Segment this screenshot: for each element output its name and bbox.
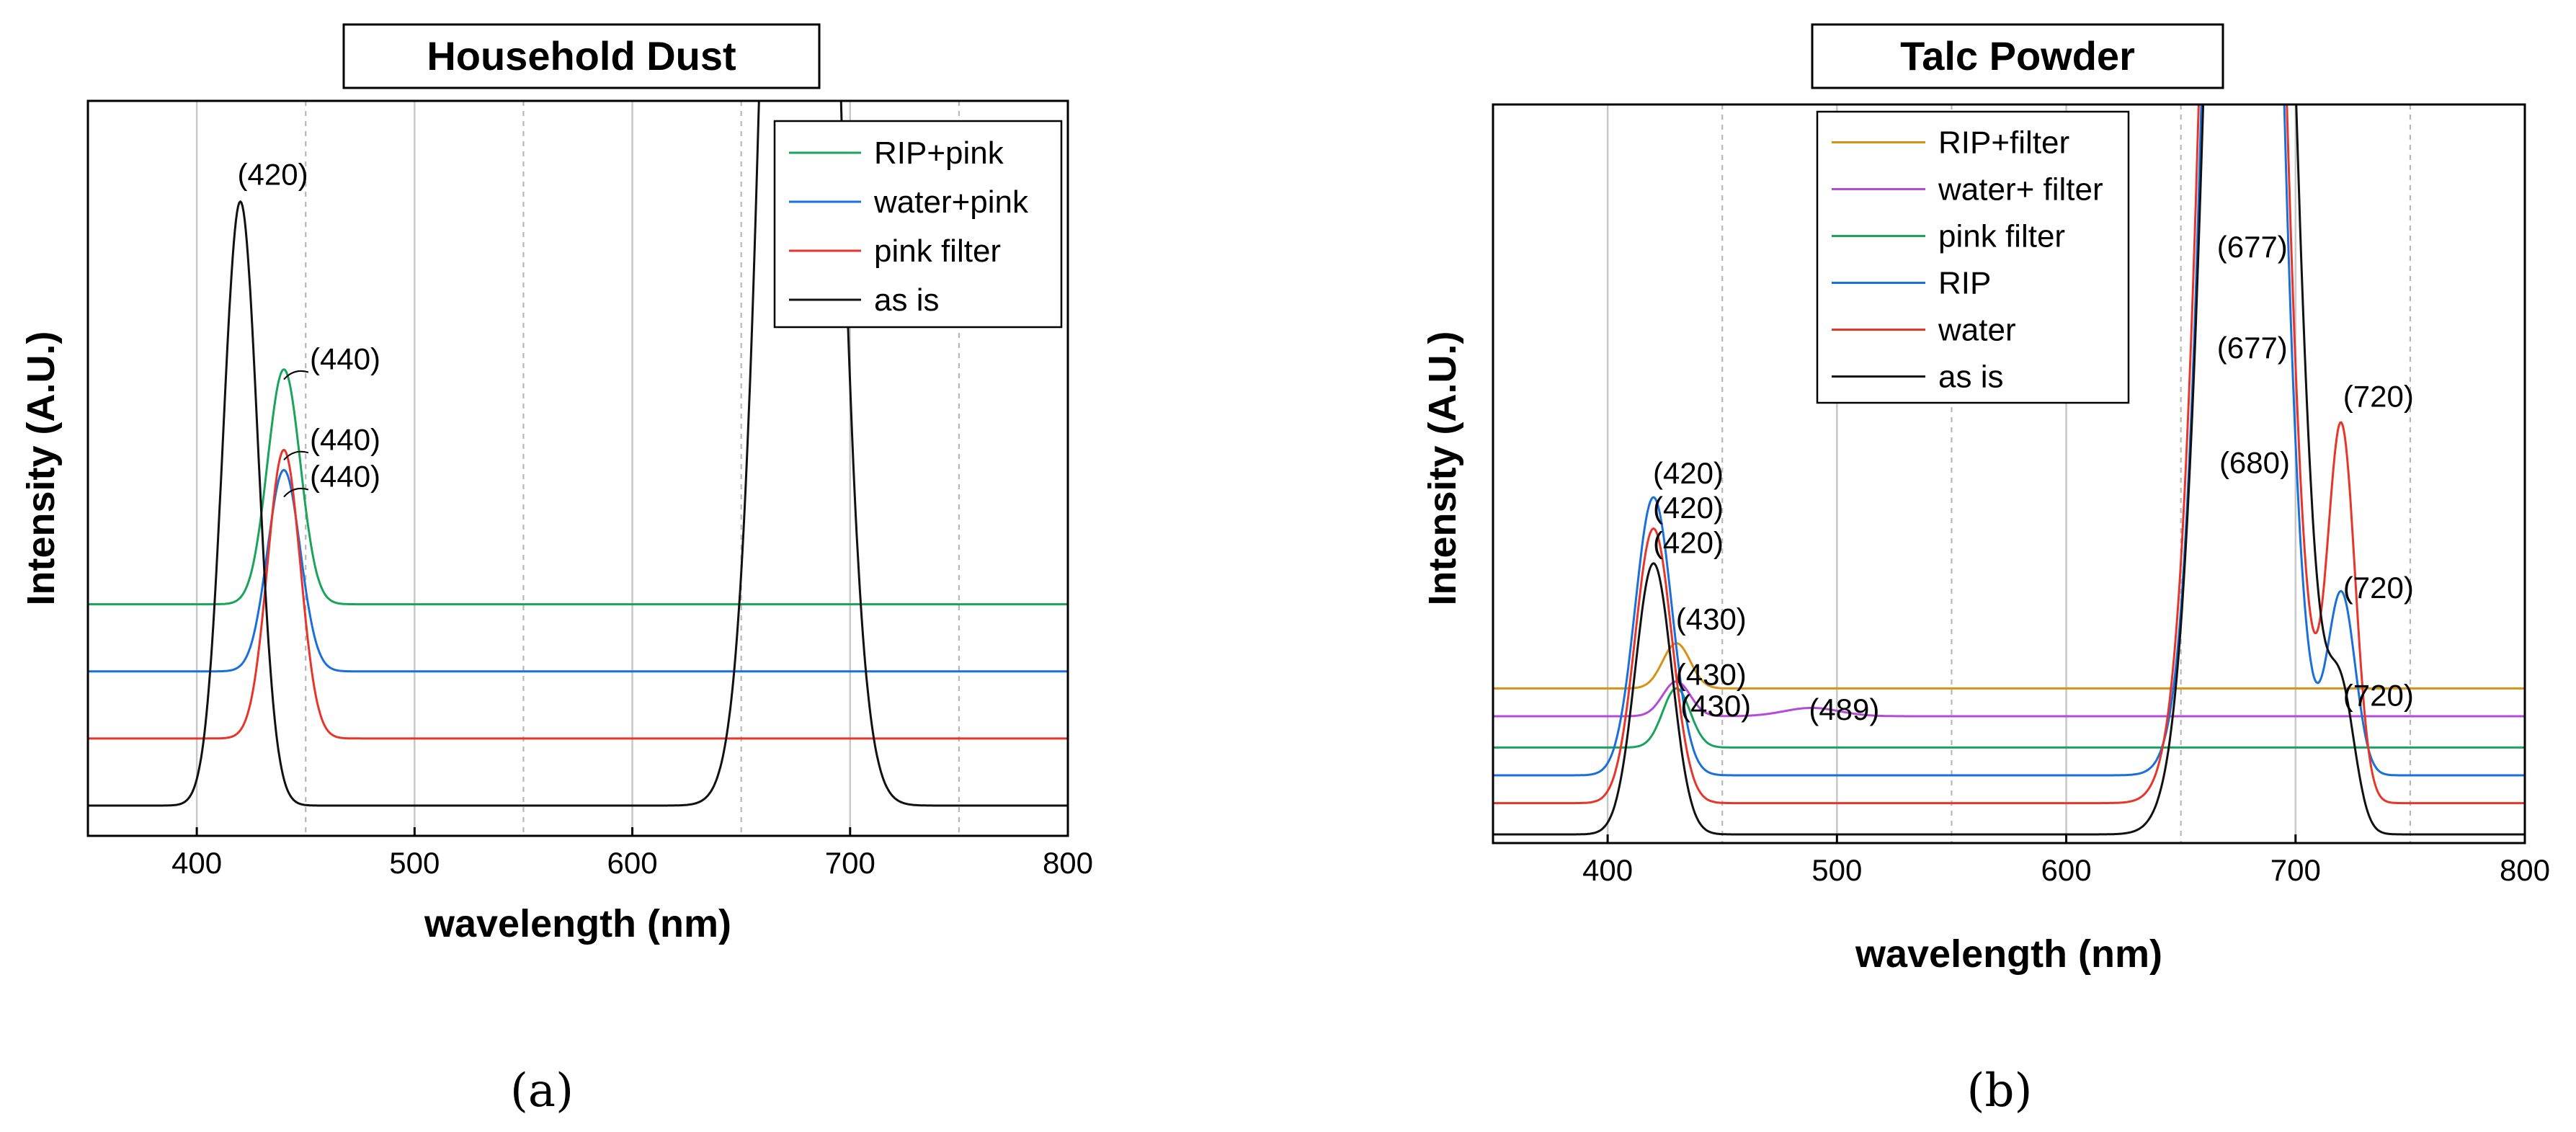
chart-b-annotation-8: (677)	[2217, 331, 2288, 365]
chart-a-tick-label-800: 800	[1043, 846, 1093, 880]
chart-a-series-rip-pink	[88, 368, 1068, 606]
chart-b-annotation-5: (430)	[1680, 689, 1751, 723]
panel-b-talc-powder: Talc Powder 400 500 600 700 800 (420)(420)(4…	[1421, 23, 2550, 1118]
chart-b-annotation-12: (720)	[2343, 679, 2414, 713]
chart-b-legend-label-as-is: as is	[1938, 360, 2003, 395]
chart-a-legend-label-rip-pink: RIP+pink	[874, 135, 1004, 171]
chart-a-series-water-pink	[88, 468, 1068, 673]
chart-a-annotation-1: (440)	[310, 342, 380, 376]
chart-a-series-as-is	[88, 101, 1068, 807]
chart-a-legend-label-as-is: as is	[874, 282, 939, 318]
chart-b-annotation-2: (420)	[1653, 525, 1724, 559]
chart-a-annotation-2: (440)	[310, 422, 380, 456]
chart-b-annotation-6: (489)	[1809, 692, 1879, 726]
chart-a-annotation-leader-3	[283, 487, 309, 498]
chart-a-annotation-leader-1	[283, 370, 309, 380]
chart-a-legend-label-water-pink: water+pink	[873, 184, 1029, 220]
chart-b-annotation-0: (420)	[1653, 456, 1724, 490]
chart-b-series-water-filter	[1493, 680, 2525, 718]
chart-b-legend: RIP+filter water+ filter pink filter RIP wat…	[1816, 110, 2130, 404]
chart-b-annotation-7: (677)	[2217, 230, 2288, 264]
chart-a-annotation-0: (420)	[238, 157, 308, 191]
chart-a-series-layer	[88, 101, 1068, 807]
chart-a-caption: (a)	[510, 1064, 574, 1118]
chart-b-legend-box	[1816, 110, 2130, 404]
chart-a-title-box	[342, 23, 821, 89]
chart-a-tick-label-700: 700	[825, 846, 875, 880]
chart-b-legend-label-rip: RIP	[1938, 266, 1991, 301]
chart-a-legend: RIP+pink water+pink pink filter as is	[773, 120, 1063, 329]
chart-b-series-water	[1493, 104, 2525, 805]
chart-a-tick-label-500: 500	[389, 846, 440, 880]
chart-a-tick-label-600: 600	[607, 846, 658, 880]
chart-a-tick-label-400: 400	[171, 846, 222, 880]
chart-a-legend-box	[773, 120, 1063, 329]
chart-b-tick-label-800: 800	[2500, 853, 2550, 887]
chart-a-y-axis-label: Intensity (A.U.)	[19, 331, 63, 605]
chart-b-series-pink-filter	[1493, 687, 2525, 749]
chart-b-annotation-11: (720)	[2343, 571, 2414, 605]
chart-a-title: Household Dust	[427, 33, 736, 79]
chart-a-legend-label-pink-filter: pink filter	[874, 233, 1001, 269]
chart-b-legend-label-water-filter: water+ filter	[1938, 172, 2103, 208]
chart-a-annotation-3: (440)	[310, 460, 380, 494]
chart-a-series-pink-filter	[88, 448, 1068, 740]
chart-b-annotation-10: (720)	[2343, 380, 2414, 414]
chart-a-annotations: (420) (440) (440) (440)	[238, 157, 380, 498]
chart-b-caption: (b)	[1967, 1064, 2033, 1118]
chart-a-x-ticks: 400 500 600 700 800	[86, 827, 1093, 880]
chart-b-legend-label-rip-filter: RIP+filter	[1938, 125, 2069, 161]
chart-b-series-rip	[1493, 104, 2525, 777]
chart-b-series-as-is	[1493, 104, 2525, 836]
chart-b-tick-label-600: 600	[2041, 853, 2092, 887]
chart-b-tick-label-500: 500	[1811, 853, 1862, 887]
chart-b-annotation-3: (430)	[1676, 602, 1747, 636]
chart-a-x-axis-label: wavelength (nm)	[424, 902, 731, 945]
chart-b-y-axis-label: Intensity (A.U.)	[1421, 331, 1464, 605]
chart-a-gridlines	[195, 101, 960, 836]
chart-b-annotation-9: (680)	[2219, 445, 2290, 479]
chart-b-title: Talc Powder	[1900, 33, 2135, 79]
chart-b-annotations: (420)(420)(420)(430)(430)(430) (489)(677)…	[1653, 230, 2414, 726]
panel-a-household-dust: Household Dust 400 500 600 700 800 (420) (440…	[19, 23, 1093, 1118]
chart-b-tick-label-700: 700	[2270, 853, 2321, 887]
chart-a-plot-frame	[86, 99, 1069, 837]
chart-b-tick-label-400: 400	[1582, 853, 1633, 887]
chart-b-legend-label-water: water	[1938, 313, 2016, 348]
chart-a-annotation-leader-2	[283, 450, 309, 461]
chart-b-x-axis-label: wavelength (nm)	[1855, 932, 2162, 976]
chart-b-legend-label-pink-filter: pink filter	[1938, 219, 2065, 254]
chart-b-series-layer	[1493, 104, 2525, 836]
chart-b-annotation-4: (430)	[1676, 658, 1747, 692]
chart-b-title-box	[1811, 23, 2224, 89]
chart-b-x-ticks: 400 500 600 700 800	[1492, 834, 2550, 887]
chart-b-plot-frame	[1492, 103, 2526, 844]
chart-b-series-rip-filter	[1493, 642, 2525, 690]
chart-b-annotation-1: (420)	[1653, 491, 1724, 525]
